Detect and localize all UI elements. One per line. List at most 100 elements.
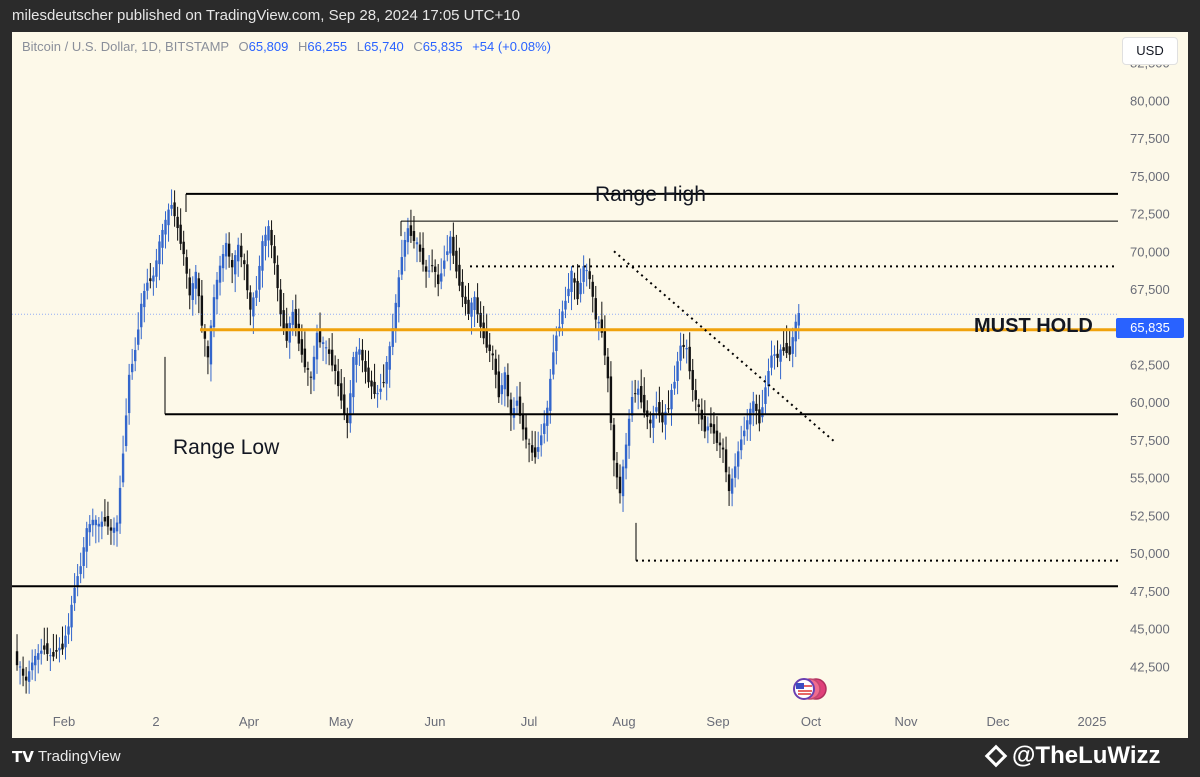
tradingview-logo-icon[interactable]: 𝗧𝗩 xyxy=(12,749,34,766)
candle-body xyxy=(776,353,779,358)
x-tick-label: Jul xyxy=(521,714,538,729)
candle-body xyxy=(609,376,613,423)
currency-button[interactable]: USD xyxy=(1122,37,1178,65)
candle-body xyxy=(321,342,325,345)
y-tick-label: 62,500 xyxy=(1130,357,1170,372)
candle-body xyxy=(315,332,319,360)
candle-body xyxy=(676,361,679,381)
tradingview-brand[interactable]: TradingView xyxy=(38,748,121,765)
x-tick-label: May xyxy=(329,714,354,729)
candle-body xyxy=(449,236,452,254)
candle-body xyxy=(467,299,470,315)
candle-body xyxy=(497,371,500,398)
x-tick-label: Dec xyxy=(986,714,1010,729)
candle-body xyxy=(709,423,713,428)
candle-body xyxy=(82,547,85,567)
candle-body xyxy=(430,265,434,267)
candle-body xyxy=(506,374,510,397)
candle-body xyxy=(382,382,385,384)
candle-body xyxy=(791,337,794,354)
candle-body xyxy=(437,274,440,285)
candle-body xyxy=(715,430,719,443)
candle-body xyxy=(270,229,273,246)
candle-body xyxy=(134,349,137,362)
candle-body xyxy=(406,228,410,243)
candle-body xyxy=(706,426,710,431)
candle-body xyxy=(640,386,643,403)
candle-body xyxy=(46,643,49,654)
candle-body xyxy=(782,347,785,351)
candle-body xyxy=(509,399,513,416)
candle-body xyxy=(494,358,497,375)
candle-body xyxy=(533,447,537,458)
x-tick-label: Apr xyxy=(239,714,260,729)
open-label: O xyxy=(238,39,249,54)
footer-bar: 𝗧𝗩 TradingView @TheLuWizz xyxy=(0,738,1200,777)
y-tick-label: 55,000 xyxy=(1130,471,1170,486)
candle-body xyxy=(227,243,231,257)
candle-body xyxy=(540,435,543,446)
candle-body xyxy=(424,266,428,272)
candle-body xyxy=(115,522,119,532)
candle-body xyxy=(152,275,155,282)
candle-body xyxy=(633,393,637,395)
range-low-label: Range Low xyxy=(173,436,280,459)
candle-body xyxy=(188,277,191,296)
candle-body xyxy=(206,346,210,358)
candle-body xyxy=(409,225,413,236)
y-tick-label: 80,000 xyxy=(1130,93,1170,108)
x-tick-label: 2 xyxy=(152,714,159,729)
candle-body xyxy=(573,278,576,283)
candle-body xyxy=(155,260,158,277)
candle-body xyxy=(203,328,207,339)
candle-body xyxy=(767,371,770,387)
candle-body xyxy=(324,347,328,349)
candle-body xyxy=(743,430,746,437)
levels-layer xyxy=(12,192,1118,588)
candle-body xyxy=(230,260,234,268)
candle-body xyxy=(397,277,401,308)
candle-body xyxy=(88,524,91,533)
candle-body xyxy=(106,516,110,527)
y-tick-label: 72,500 xyxy=(1130,207,1170,222)
candle-body xyxy=(70,604,73,628)
candle-body xyxy=(503,372,507,390)
candle-body xyxy=(461,281,464,298)
candle-body xyxy=(61,643,64,650)
author-handle: @TheLuWizz xyxy=(1012,742,1161,769)
candle-body xyxy=(91,519,94,526)
change-value: +54 (+0.08%) xyxy=(472,39,551,54)
candle-body xyxy=(488,344,491,352)
must-hold-label: MUST HOLD xyxy=(974,315,1093,337)
candle-body xyxy=(21,668,25,676)
y-tick-label: 60,000 xyxy=(1130,395,1170,410)
candle-body xyxy=(585,270,588,272)
candle-body xyxy=(370,380,373,387)
candle-body xyxy=(373,381,376,395)
candle-body xyxy=(309,376,313,378)
candle-body xyxy=(100,521,104,527)
candle-body xyxy=(330,349,334,366)
candle-body xyxy=(121,453,125,483)
candle-body xyxy=(697,404,700,408)
us-flag-icon[interactable] xyxy=(790,677,828,701)
candle-body xyxy=(285,323,288,341)
chart-area[interactable] xyxy=(12,32,1188,738)
candle-body xyxy=(352,357,355,398)
low-value: 65,740 xyxy=(364,39,404,54)
candle-body xyxy=(158,241,161,265)
candle-body xyxy=(621,466,625,497)
candle-body xyxy=(682,344,685,348)
candle-body xyxy=(85,528,88,552)
candle-body xyxy=(421,247,425,265)
candle-body xyxy=(764,387,767,404)
candle-body xyxy=(597,321,600,324)
candle-body xyxy=(576,280,579,300)
high-label: H xyxy=(298,39,308,54)
candle-body xyxy=(385,361,388,384)
candle-body xyxy=(355,351,358,365)
y-tick-label: 50,000 xyxy=(1130,546,1170,561)
y-tick-label: 45,000 xyxy=(1130,622,1170,637)
candle-body xyxy=(446,251,449,255)
